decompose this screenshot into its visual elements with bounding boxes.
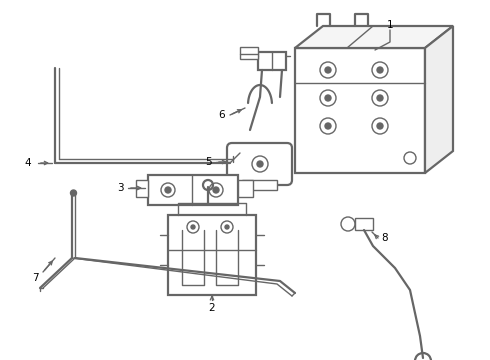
Text: 8: 8 [382,233,388,243]
Bar [168,215,256,295]
Circle shape [325,95,331,101]
Circle shape [225,225,229,229]
Circle shape [213,187,219,193]
Bar [240,47,258,59]
Bar [258,52,286,70]
Text: 2: 2 [209,303,215,313]
Polygon shape [136,180,148,197]
Circle shape [377,123,383,129]
Circle shape [71,190,76,196]
FancyBboxPatch shape [227,143,292,185]
Text: 6: 6 [219,110,225,120]
Bar [148,175,238,205]
Circle shape [191,225,195,229]
Circle shape [377,95,383,101]
Polygon shape [295,48,425,173]
Circle shape [325,123,331,129]
Polygon shape [238,180,253,197]
Circle shape [257,161,263,167]
Polygon shape [295,26,453,48]
Text: 1: 1 [387,20,393,30]
Bar [242,180,277,190]
Text: 5: 5 [205,157,211,167]
Polygon shape [425,26,453,173]
Circle shape [325,67,331,73]
Circle shape [165,187,171,193]
Circle shape [377,67,383,73]
Text: 4: 4 [24,158,31,168]
Text: 7: 7 [32,273,38,283]
Text: 3: 3 [117,183,123,193]
Bar [355,218,373,230]
